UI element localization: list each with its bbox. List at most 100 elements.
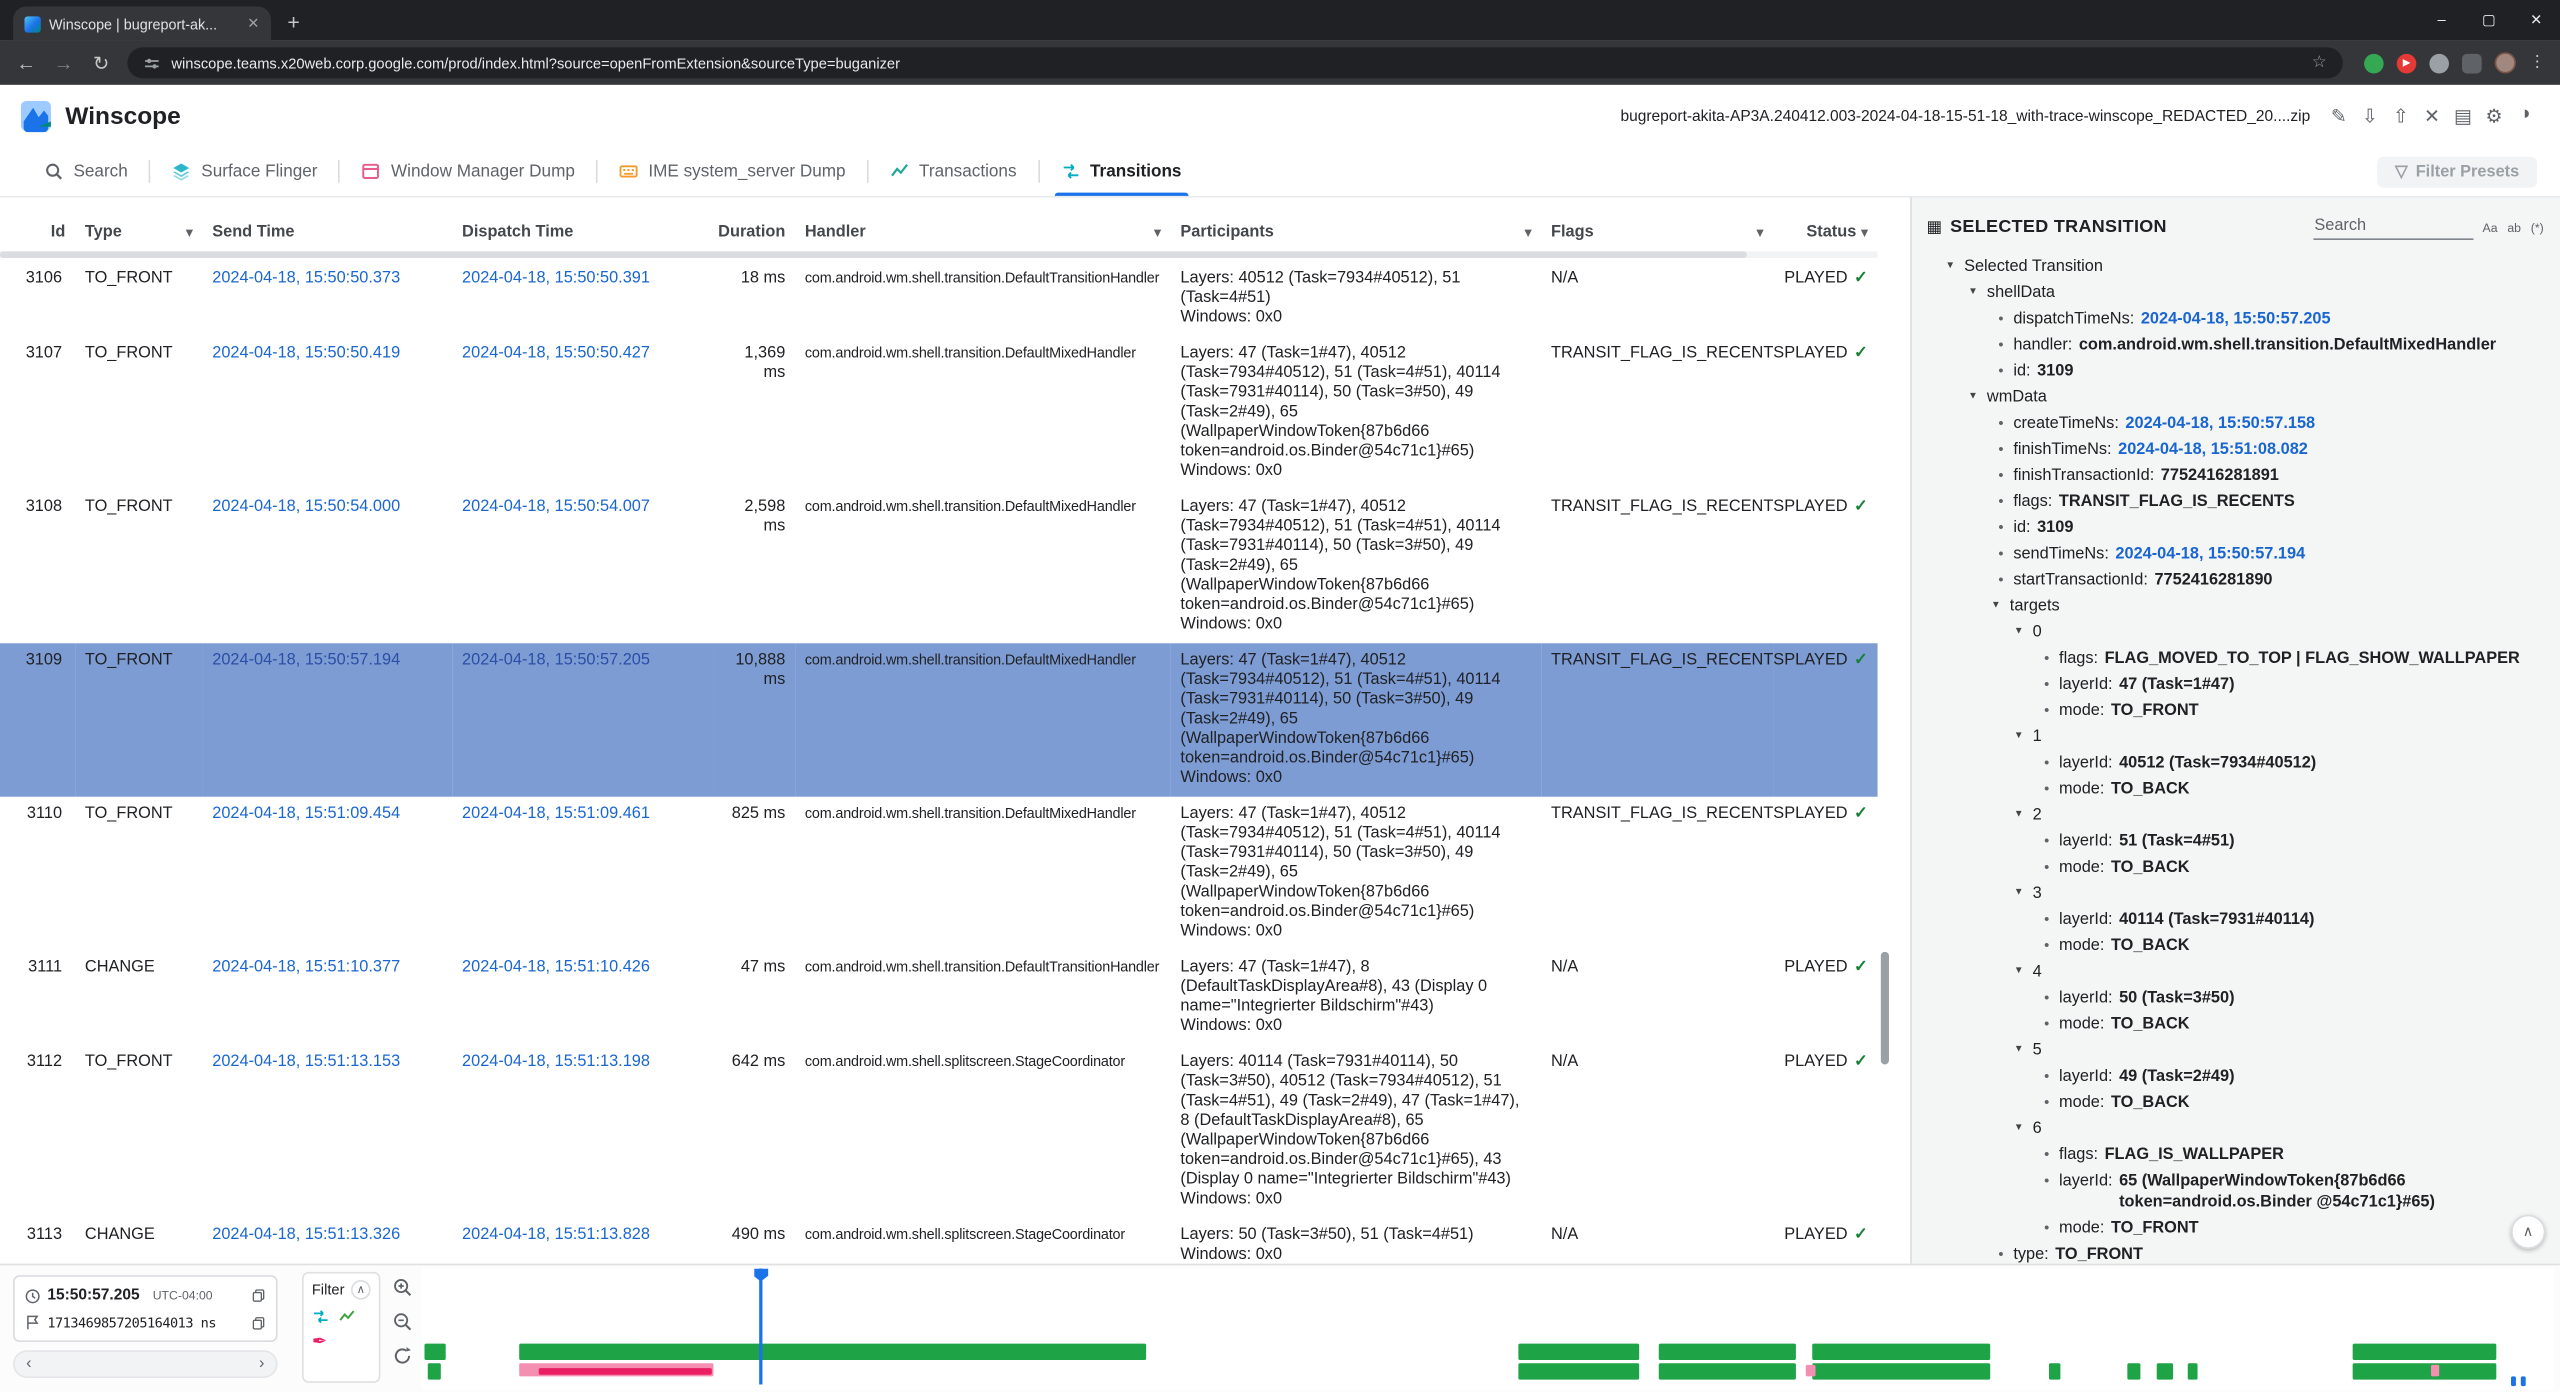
timeline-segment[interactable] [1658, 1363, 1796, 1380]
timeline-cursor[interactable] [759, 1268, 763, 1385]
search-option-button[interactable]: ab [2507, 219, 2521, 235]
timeline-segment[interactable] [2352, 1343, 2497, 1360]
tree-property[interactable]: • mode: TO_FRONT [1927, 1215, 2546, 1241]
send-time-link[interactable]: 2024-04-18, 15:51:13.326 [212, 1226, 401, 1245]
tree-property[interactable]: • handler: com.android.wm.shell.transition… [1927, 331, 2546, 357]
tree-property[interactable]: • mode: TO_BACK [1927, 854, 2546, 880]
chevron-down-icon[interactable]: ▼ [1945, 261, 1956, 272]
tree-node[interactable]: ▼ targets [1927, 593, 2546, 619]
column-filter-icon[interactable]: ▾ [1524, 225, 1532, 240]
timeline-segment[interactable] [2511, 1376, 2516, 1387]
tree-node[interactable]: ▼ 6 [1927, 1115, 2546, 1141]
column-header-status[interactable]: Status ▾ [1773, 214, 1877, 252]
tree-node[interactable]: ▼ 4 [1927, 958, 2546, 984]
tree-property[interactable]: • id: 3109 [1927, 358, 2546, 384]
maximize-button[interactable]: ▢ [2482, 10, 2496, 27]
dispatch-time-link[interactable]: 2024-04-18, 15:50:50.427 [462, 344, 650, 363]
download-icon[interactable]: ⇩ [2361, 107, 2378, 128]
dispatch-time-link[interactable]: 2024-04-18, 15:50:57.205 [462, 651, 650, 670]
tab-close-icon[interactable]: ✕ [247, 14, 260, 32]
zoom-out-button[interactable] [392, 1311, 413, 1332]
tree-property[interactable]: • layerId: 51 (Task=4#51) [1927, 828, 2546, 854]
transactions-trace-icon[interactable] [338, 1308, 356, 1326]
timeline-segment[interactable] [1812, 1363, 1991, 1380]
cell-send-time[interactable]: 2024-04-18, 15:51:13.326 [202, 1218, 452, 1264]
dispatch-time-link[interactable]: 2024-04-18, 15:51:13.198 [462, 1053, 650, 1072]
tree-property[interactable]: • mode: TO_FRONT [1927, 697, 2546, 723]
reset-zoom-button[interactable] [392, 1345, 413, 1366]
send-time-link[interactable]: 2024-04-18, 15:50:57.194 [212, 651, 401, 670]
timeline-segment[interactable] [2156, 1363, 2174, 1380]
dark-mode-icon[interactable]: ◑ [2519, 104, 2531, 125]
column-filter-icon[interactable]: ▾ [1154, 225, 1161, 240]
column-filter-icon[interactable]: ▾ [1861, 225, 1868, 240]
timeline-segment[interactable] [427, 1363, 441, 1380]
youtube-extension-icon[interactable]: ▶ [2396, 53, 2417, 73]
minimize-button[interactable]: – [2437, 11, 2446, 28]
send-time-link[interactable]: 2024-04-18, 15:51:09.454 [212, 804, 401, 823]
tree-node[interactable]: ▼ 1 [1927, 723, 2546, 749]
tab-window-manager-dump[interactable]: Window Manager Dump [340, 147, 596, 196]
tree-node[interactable]: ▼ wmData [1927, 384, 2546, 410]
column-header-flags[interactable]: Flags ▾ [1541, 214, 1773, 252]
timeline-segment[interactable] [519, 1343, 1147, 1360]
timeline-segment[interactable] [1658, 1343, 1796, 1360]
chevron-down-icon[interactable]: ▼ [2013, 809, 2024, 820]
profile-avatar[interactable] [2494, 52, 2516, 74]
cell-send-time[interactable]: 2024-04-18, 15:50:50.373 [202, 261, 452, 336]
chevron-down-icon[interactable]: ▼ [2013, 1044, 2024, 1055]
cell-dispatch-time[interactable]: 2024-04-18, 15:51:09.461 [452, 797, 713, 950]
tree-property[interactable]: • mode: TO_BACK [1927, 1011, 2546, 1037]
chevron-down-icon[interactable]: ▼ [1968, 287, 1978, 298]
chevron-down-icon[interactable]: ▼ [1968, 391, 1978, 402]
cell-send-time[interactable]: 2024-04-18, 15:50:50.419 [202, 336, 452, 489]
scroll-right-icon[interactable]: › [259, 1355, 265, 1374]
tree-property[interactable]: • layerId: 40512 (Task=7934#40512) [1927, 749, 2546, 775]
timeline-segment[interactable] [2431, 1364, 2440, 1377]
tree-property[interactable]: • layerId: 49 (Task=2#49) [1927, 1063, 2546, 1089]
timeline-segment[interactable] [538, 1368, 712, 1375]
cell-send-time[interactable]: 2024-04-18, 15:51:10.377 [202, 950, 452, 1045]
tree-property[interactable]: • sendTimeNs: 2024-04-18, 15:50:57.194 [1927, 540, 2546, 566]
table-row[interactable]: 3113 CHANGE 2024-04-18, 15:51:13.326 2024-0… [0, 1218, 1878, 1264]
cell-dispatch-time[interactable]: 2024-04-18, 15:50:54.007 [452, 490, 713, 643]
forward-icon[interactable]: → [53, 51, 74, 75]
close-button[interactable]: ✕ [2530, 10, 2543, 27]
extension-icon[interactable] [2429, 53, 2449, 73]
tree-property[interactable]: • layerId: 47 (Task=1#47) [1927, 671, 2546, 697]
scrollbar-thumb[interactable] [1880, 951, 1889, 1066]
column-header-handler[interactable]: Handler ▾ [795, 214, 1171, 252]
timeline-horizontal-scrollbar[interactable]: ‹ › [13, 1350, 278, 1378]
table-row[interactable]: 3108 TO_FRONT 2024-04-18, 15:50:54.000 2024… [0, 490, 1878, 643]
tree-property[interactable]: • startTransactionId: 7752416281890 [1927, 567, 2546, 593]
dispatch-time-link[interactable]: 2024-04-18, 15:50:50.391 [462, 269, 650, 288]
table-row[interactable]: 3110 TO_FRONT 2024-04-18, 15:51:09.454 2024… [0, 797, 1878, 950]
timeline-segment[interactable] [1805, 1364, 1816, 1377]
extension-icon[interactable] [2364, 53, 2384, 73]
table-row[interactable]: 3107 TO_FRONT 2024-04-18, 15:50:50.419 2024… [0, 336, 1878, 489]
timeline-canvas[interactable] [421, 1268, 2554, 1390]
tab-surface-flinger[interactable]: Surface Flinger [151, 147, 339, 196]
documentation-icon[interactable]: ▤ [2453, 107, 2472, 128]
chevron-down-icon[interactable]: ▼ [2013, 966, 2024, 977]
dispatch-time-link[interactable]: 2024-04-18, 15:50:54.007 [462, 497, 650, 516]
timeline-segment[interactable] [1518, 1363, 1640, 1380]
tree-node[interactable]: ▼ 5 [1927, 1037, 2546, 1063]
tab-search[interactable]: Search [23, 147, 149, 196]
column-header-duration[interactable]: Duration [713, 214, 795, 252]
timeline-segment[interactable] [2520, 1376, 2526, 1387]
copy-icon[interactable] [251, 1315, 266, 1330]
copy-icon[interactable] [251, 1288, 266, 1303]
report-bug-icon[interactable]: ⚙ [2485, 107, 2503, 128]
table-row[interactable]: 3109 TO_FRONT 2024-04-18, 15:50:57.194 2024… [0, 643, 1878, 797]
search-option-button[interactable]: Aa [2482, 219, 2498, 235]
cell-send-time[interactable]: 2024-04-18, 15:50:57.194 [202, 643, 452, 796]
cell-dispatch-time[interactable]: 2024-04-18, 15:51:13.828 [452, 1218, 713, 1264]
transitions-trace-icon[interactable] [312, 1308, 330, 1326]
dispatch-time-link[interactable]: 2024-04-18, 15:51:09.461 [462, 804, 650, 823]
column-filter-icon[interactable]: ▾ [1756, 225, 1764, 240]
send-time-link[interactable]: 2024-04-18, 15:50:54.000 [212, 497, 401, 516]
surfaceflinger-trace-icon[interactable]: ✒ [311, 1332, 327, 1352]
tab-transactions[interactable]: Transactions [868, 147, 1037, 196]
clear-files-icon[interactable]: ✕ [2423, 107, 2440, 128]
